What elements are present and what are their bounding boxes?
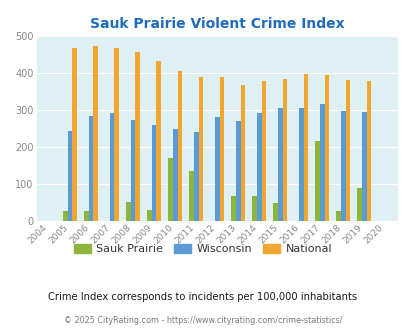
Bar: [89, 116, 93, 221]
Bar: [315, 141, 319, 221]
Bar: [84, 211, 89, 221]
Bar: [277, 108, 282, 221]
Bar: [256, 113, 261, 221]
Text: Crime Index corresponds to incidents per 100,000 inhabitants: Crime Index corresponds to incidents per…: [48, 292, 357, 302]
Bar: [324, 75, 328, 221]
Bar: [126, 202, 130, 221]
Bar: [147, 210, 151, 221]
Bar: [68, 131, 72, 221]
Bar: [130, 120, 135, 221]
Title: Sauk Prairie Violent Crime Index: Sauk Prairie Violent Crime Index: [90, 17, 344, 31]
Bar: [194, 132, 198, 221]
Bar: [335, 211, 340, 221]
Bar: [231, 196, 235, 221]
Bar: [114, 49, 119, 221]
Bar: [168, 158, 173, 221]
Bar: [356, 188, 361, 221]
Bar: [345, 80, 350, 221]
Bar: [366, 81, 370, 221]
Bar: [151, 125, 156, 221]
Bar: [240, 85, 245, 221]
Bar: [361, 113, 366, 221]
Bar: [93, 46, 98, 221]
Bar: [156, 61, 161, 221]
Bar: [214, 117, 219, 221]
Bar: [261, 81, 266, 221]
Bar: [219, 77, 224, 221]
Bar: [110, 113, 114, 221]
Bar: [319, 104, 324, 221]
Bar: [340, 111, 345, 221]
Legend: Sauk Prairie, Wisconsin, National: Sauk Prairie, Wisconsin, National: [69, 239, 336, 258]
Bar: [177, 71, 182, 221]
Bar: [235, 121, 240, 221]
Bar: [282, 79, 286, 221]
Text: © 2025 CityRating.com - https://www.cityrating.com/crime-statistics/: © 2025 CityRating.com - https://www.city…: [64, 315, 341, 325]
Bar: [273, 203, 277, 221]
Bar: [63, 211, 68, 221]
Bar: [135, 52, 140, 221]
Bar: [298, 108, 303, 221]
Bar: [72, 48, 77, 221]
Bar: [173, 129, 177, 221]
Bar: [303, 74, 307, 221]
Bar: [198, 77, 202, 221]
Bar: [252, 196, 256, 221]
Bar: [189, 171, 194, 221]
